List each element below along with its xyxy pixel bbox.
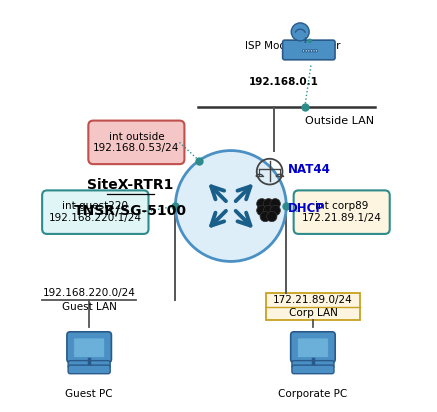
FancyBboxPatch shape: [88, 121, 184, 164]
Text: Corporate PC: Corporate PC: [278, 389, 347, 399]
Circle shape: [302, 49, 305, 52]
Text: int guest220
192.168.220.1/24: int guest220 192.168.220.1/24: [49, 201, 142, 223]
Text: DHCP: DHCP: [288, 202, 325, 215]
FancyBboxPatch shape: [292, 360, 334, 368]
Circle shape: [315, 49, 318, 52]
Circle shape: [291, 23, 309, 41]
Circle shape: [264, 199, 274, 209]
Text: Outside LAN: Outside LAN: [305, 117, 374, 126]
Circle shape: [264, 205, 274, 215]
Circle shape: [308, 39, 312, 42]
Text: 172.21.89.0/24: 172.21.89.0/24: [273, 295, 353, 305]
Text: Guest LAN: Guest LAN: [62, 302, 117, 311]
Circle shape: [260, 211, 271, 222]
Text: ISP Modem/Router: ISP Modem/Router: [245, 41, 341, 51]
Text: 192.168.0.1: 192.168.0.1: [249, 77, 319, 87]
Circle shape: [270, 199, 281, 209]
Circle shape: [175, 150, 286, 262]
FancyBboxPatch shape: [283, 40, 335, 60]
FancyBboxPatch shape: [266, 293, 360, 320]
Text: Guest PC: Guest PC: [66, 389, 113, 399]
FancyBboxPatch shape: [68, 365, 110, 374]
FancyBboxPatch shape: [294, 190, 390, 234]
Circle shape: [257, 205, 267, 215]
Text: NAT44: NAT44: [288, 163, 331, 176]
FancyBboxPatch shape: [68, 360, 110, 368]
Text: int outside
192.168.0.53/24: int outside 192.168.0.53/24: [93, 131, 180, 153]
Circle shape: [270, 205, 281, 215]
Text: Corp LAN: Corp LAN: [288, 308, 337, 318]
FancyBboxPatch shape: [42, 190, 149, 234]
FancyBboxPatch shape: [291, 332, 335, 363]
Circle shape: [257, 199, 267, 209]
Circle shape: [313, 49, 315, 52]
Text: TNSR/SG-5100: TNSR/SG-5100: [74, 203, 187, 217]
FancyBboxPatch shape: [67, 332, 111, 363]
FancyBboxPatch shape: [74, 338, 104, 357]
Text: SiteX-RTR1: SiteX-RTR1: [87, 178, 173, 192]
FancyBboxPatch shape: [298, 338, 328, 357]
Circle shape: [267, 211, 277, 222]
FancyBboxPatch shape: [292, 365, 334, 374]
Text: 192.168.220.0/24: 192.168.220.0/24: [43, 288, 135, 298]
Text: int corp89
172.21.89.1/24: int corp89 172.21.89.1/24: [302, 201, 382, 223]
Circle shape: [305, 49, 307, 52]
Circle shape: [310, 49, 312, 52]
Circle shape: [308, 49, 310, 52]
